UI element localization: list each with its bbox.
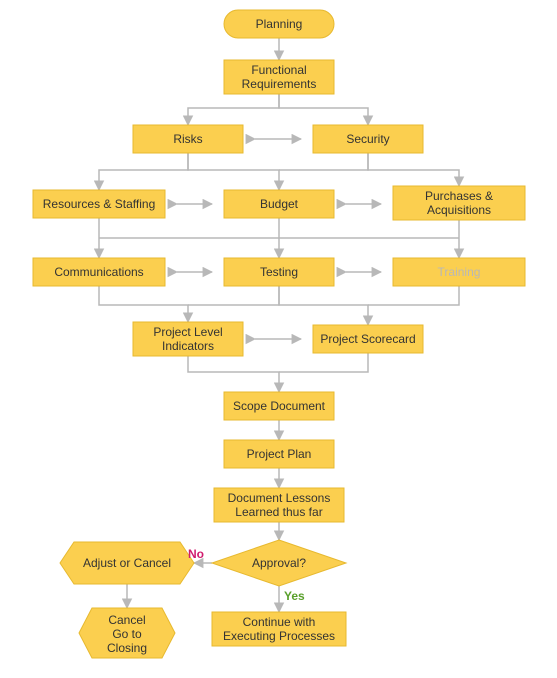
label: Cancel xyxy=(108,613,145,627)
edge xyxy=(188,286,279,305)
node-security: Security xyxy=(313,125,423,153)
node-training: Training xyxy=(393,258,525,286)
label: Training xyxy=(438,265,481,279)
label: Adjust or Cancel xyxy=(83,556,171,570)
node-communications: Communications xyxy=(33,258,165,286)
label: Purchases & xyxy=(425,189,493,203)
edge xyxy=(279,153,368,170)
label: Go to xyxy=(112,627,142,641)
label: Continue with xyxy=(243,615,316,629)
node-lessons: Document Lessons Learned thus far xyxy=(214,488,344,522)
node-budget: Budget xyxy=(224,190,334,218)
label: Functional xyxy=(251,63,306,77)
node-approval: Approval? xyxy=(212,540,346,586)
node-resources: Resources & Staffing xyxy=(33,190,165,218)
label: Testing xyxy=(260,265,298,279)
node-purchases: Purchases & Acquisitions xyxy=(393,186,525,220)
label: Budget xyxy=(260,197,299,211)
node-adjust: Adjust or Cancel xyxy=(60,542,194,584)
label: Communications xyxy=(54,265,143,279)
node-cancel: Cancel Go to Closing xyxy=(79,608,175,658)
edge xyxy=(99,286,188,322)
node-risks: Risks xyxy=(133,125,243,153)
label: Executing Processes xyxy=(223,629,335,643)
edge xyxy=(188,94,279,125)
node-pli: Project Level Indicators xyxy=(133,322,243,356)
label: Planning xyxy=(256,17,303,31)
edge xyxy=(188,153,279,190)
label: Document Lessons xyxy=(228,491,331,505)
label: Resources & Staffing xyxy=(43,197,156,211)
branch-yes: Yes xyxy=(284,589,305,603)
edge xyxy=(99,153,188,190)
node-plan: Project Plan xyxy=(224,440,334,468)
node-functional: Functional Requirements xyxy=(224,60,334,94)
label: Project Plan xyxy=(247,447,312,461)
edge xyxy=(279,286,368,325)
label: Acquisitions xyxy=(427,203,491,217)
label: Security xyxy=(346,132,389,146)
label: Project Level xyxy=(153,325,222,339)
node-scorecard: Project Scorecard xyxy=(313,325,423,353)
label: Requirements xyxy=(242,77,317,91)
label: Closing xyxy=(107,641,147,655)
edge xyxy=(279,94,368,125)
node-continue: Continue with Executing Processes xyxy=(212,612,346,646)
node-scope: Scope Document xyxy=(224,392,334,420)
edge xyxy=(368,153,459,186)
label: Scope Document xyxy=(233,399,326,413)
node-planning: Planning xyxy=(224,10,334,38)
edge xyxy=(368,286,459,305)
label: Risks xyxy=(173,132,202,146)
branch-no: No xyxy=(188,547,204,561)
label: Learned thus far xyxy=(235,505,322,519)
edge xyxy=(188,356,279,392)
label: Project Scorecard xyxy=(320,332,415,346)
label: Approval? xyxy=(252,556,306,570)
flowchart-canvas: Planning Functional Requirements Risks S… xyxy=(0,0,557,678)
edge xyxy=(279,353,368,372)
node-testing: Testing xyxy=(224,258,334,286)
label: Indicators xyxy=(162,339,214,353)
